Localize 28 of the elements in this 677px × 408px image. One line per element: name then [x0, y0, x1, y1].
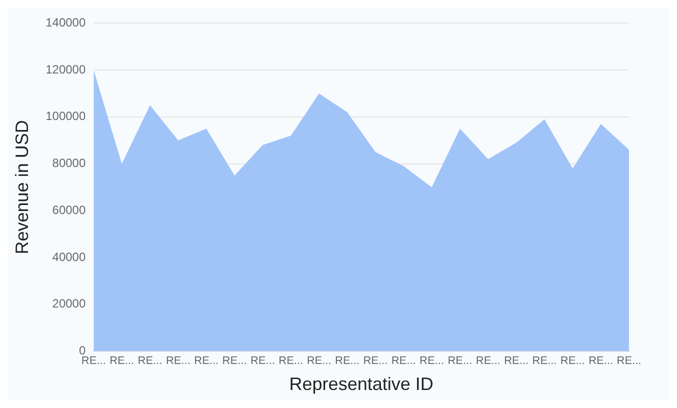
x-tick-label: RE...	[138, 354, 162, 367]
x-tick-label: RE...	[616, 354, 642, 367]
x-tick-label: RE...	[532, 354, 557, 367]
y-tick-label: 20000	[52, 296, 86, 311]
x-tick-label: RE...	[420, 354, 444, 367]
y-tick-label: 100000	[46, 109, 86, 124]
y-tick-label: 60000	[52, 202, 86, 217]
y-tick-label: 80000	[52, 156, 86, 170]
x-tick-label: RE...	[391, 354, 416, 367]
x-tick-label: RE...	[448, 354, 472, 367]
x-tick-label: RE...	[250, 354, 275, 367]
x-tick-label: RE...	[363, 354, 388, 367]
y-axis-title: Revenue in USD	[12, 120, 32, 254]
x-tick-label: RE...	[476, 354, 500, 367]
x-tick-label: RE...	[222, 354, 247, 367]
y-tick-label: 140000	[46, 16, 86, 30]
x-tick-label: RE...	[560, 354, 585, 367]
x-axis-title: Representative ID	[289, 374, 434, 394]
x-tick-label: RE...	[194, 354, 219, 367]
x-tick-label: RE...	[335, 354, 360, 367]
x-tick-label: RE...	[110, 354, 134, 367]
x-tick-label: RE...	[166, 354, 190, 367]
y-tick-label: 40000	[52, 250, 86, 264]
x-tick-label: RE...	[588, 354, 614, 367]
x-tick-label: RE...	[306, 354, 332, 367]
x-tick-label: RE...	[504, 354, 529, 367]
x-tick-label: RE...	[278, 354, 304, 367]
y-tick-label: 120000	[46, 62, 86, 76]
